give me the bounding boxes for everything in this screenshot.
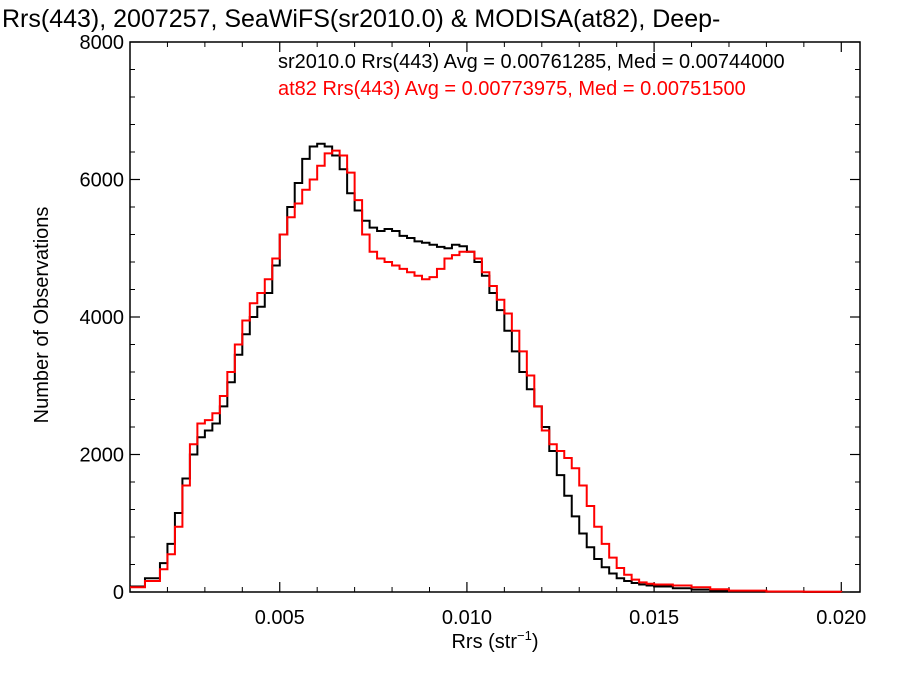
- y-tick-label: 8000: [80, 32, 125, 54]
- series-layer: [130, 142, 843, 593]
- y-tick-label: 4000: [80, 307, 125, 329]
- y-tick-label: 6000: [80, 170, 125, 192]
- x-axis-title-superscript: −1: [517, 628, 532, 643]
- x-axis-title-close: ): [532, 631, 539, 653]
- legend-entry-sr2010: sr2010.0 Rrs(443) Avg = 0.00761285, Med …: [278, 51, 785, 73]
- y-tick-label: 2000: [80, 445, 125, 467]
- x-tick-label: 0.015: [629, 607, 679, 629]
- chart-title: Rrs(443), 2007257, SeaWiFS(sr2010.0) & M…: [2, 5, 720, 33]
- x-axis-title: Rrs (str−1): [451, 628, 538, 653]
- x-axis-title-main: Rrs (str: [451, 631, 517, 653]
- x-tick-label: 0.010: [442, 607, 492, 629]
- y-axis: 0 2000 4000 6000 8000: [80, 32, 860, 604]
- series-at82-line: [130, 149, 843, 593]
- legend: sr2010.0 Rrs(443) Avg = 0.00761285, Med …: [278, 51, 785, 100]
- x-tick-label: 0.020: [816, 607, 866, 629]
- x-tick-label: 0.005: [255, 607, 305, 629]
- y-tick-label: 0: [113, 582, 124, 604]
- plot-area: 0 2000 4000 6000 8000 0.005 0.010 0.015 0.020: [80, 32, 867, 629]
- x-axis: 0.005 0.010 0.015 0.020: [129, 42, 866, 629]
- plot-frame: [129, 41, 861, 593]
- legend-entry-at82: at82 Rrs(443) Avg = 0.00773975, Med = 0.…: [278, 78, 746, 100]
- series-sr2010-line: [130, 142, 843, 593]
- y-axis-title: Number of Observations: [31, 207, 53, 424]
